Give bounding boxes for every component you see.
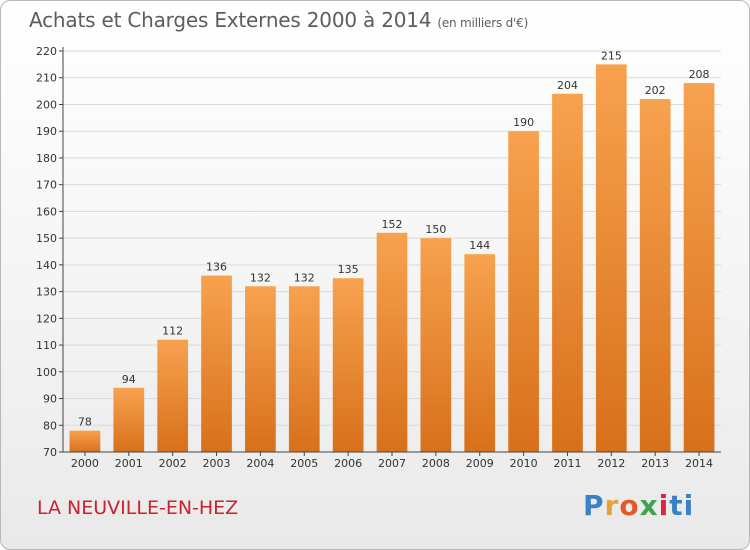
chart-title: Achats et Charges Externes 2000 à 2014 (e… [29, 8, 528, 32]
data-label-2006: 135 [338, 263, 359, 276]
data-label-2007: 152 [382, 218, 403, 231]
data-label-2010: 190 [513, 116, 534, 129]
x-tick-label-2008: 2008 [422, 457, 450, 470]
data-label-2004: 132 [250, 271, 271, 284]
bar-2000 [69, 430, 101, 452]
bar-2012 [595, 64, 627, 452]
axes: 7080901001101201301401501601701801902002… [36, 45, 721, 470]
bar-2003 [201, 275, 232, 452]
data-label-2014: 208 [689, 68, 710, 81]
y-tick-label: 100 [36, 366, 57, 379]
y-tick-label: 120 [36, 312, 57, 325]
bar-2007 [376, 232, 408, 452]
bar-2014 [683, 83, 715, 452]
x-tick-label-2011: 2011 [553, 457, 581, 470]
data-label-2000: 78 [78, 416, 92, 429]
chart-subtitle: (en milliers d'€) [437, 16, 529, 30]
y-tick-label: 130 [36, 286, 57, 299]
x-tick-label-2003: 2003 [203, 457, 231, 470]
x-tick-label-2013: 2013 [641, 457, 669, 470]
y-tick-label: 80 [43, 419, 57, 432]
data-label-2011: 204 [557, 79, 578, 92]
bars [69, 64, 715, 453]
y-tick-label: 210 [36, 72, 57, 85]
data-label-2002: 112 [162, 325, 183, 338]
y-tick-label: 140 [36, 259, 57, 272]
y-tick-label: 200 [36, 98, 57, 111]
data-labels: 78 94 112 136 132 132 135 152 150 144 190 204 215 202… [78, 49, 710, 428]
y-tick-label: 180 [36, 152, 57, 165]
data-label-2013: 202 [645, 84, 666, 97]
bar-2002 [157, 339, 189, 452]
y-tick-label: 190 [36, 125, 57, 138]
y-tick-label: 110 [36, 339, 57, 352]
x-tick-label-2002: 2002 [159, 457, 187, 470]
chart-title-text: Achats et Charges Externes 2000 à 2014 [29, 8, 432, 32]
data-label-2009: 144 [469, 239, 490, 252]
x-tick-label-2000: 2000 [71, 457, 99, 470]
bar-2001 [113, 387, 145, 452]
x-tick-label-2004: 2004 [246, 457, 274, 470]
bar-2011 [552, 93, 583, 453]
bar-2008 [420, 238, 452, 452]
x-tick-label-2005: 2005 [290, 457, 318, 470]
data-label-2008: 150 [425, 223, 446, 236]
y-tick-label: 220 [36, 45, 57, 58]
x-tick-label-2007: 2007 [378, 457, 406, 470]
x-tick-label-2014: 2014 [685, 457, 713, 470]
data-label-2005: 132 [294, 271, 315, 284]
y-tick-label: 90 [43, 393, 57, 406]
bar-2004 [245, 286, 276, 452]
commune-name: LA NEUVILLE-EN-HEZ [37, 497, 239, 519]
data-label-2012: 215 [601, 49, 622, 62]
bar-2005 [288, 286, 320, 452]
data-label-2003: 136 [206, 261, 227, 274]
x-tick-label-2001: 2001 [115, 457, 143, 470]
y-tick-label: 170 [36, 179, 57, 192]
data-label-2001: 94 [122, 373, 136, 386]
y-tick-label: 160 [36, 205, 57, 218]
bar-2006 [332, 278, 364, 452]
y-tick-label: 150 [36, 232, 57, 245]
x-tick-label-2006: 2006 [334, 457, 362, 470]
bar-2010 [508, 131, 539, 452]
x-tick-label-2009: 2009 [466, 457, 494, 470]
x-tick-label-2012: 2012 [597, 457, 625, 470]
x-tick-label-2010: 2010 [510, 457, 538, 470]
bar-2009 [464, 254, 496, 452]
proxiti-logo: Proxiti [583, 489, 695, 522]
y-tick-label: 70 [43, 446, 57, 459]
bar-2013 [639, 99, 671, 453]
